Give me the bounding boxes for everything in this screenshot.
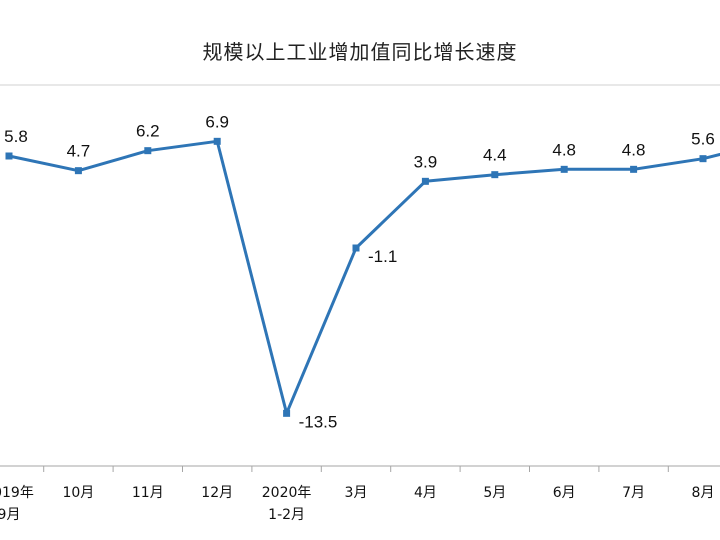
data-point-marker — [144, 147, 152, 155]
chart-title: 规模以上工业增加值同比增长速度 — [202, 40, 518, 64]
data-point-marker — [421, 177, 429, 185]
data-point-marker — [491, 171, 499, 179]
data-label: 4.8 — [622, 140, 646, 159]
data-label: 5.8 — [4, 127, 28, 146]
data-label: 4.7 — [67, 142, 91, 161]
data-point-marker — [352, 244, 360, 252]
x-tick-label: 10月 — [62, 485, 94, 501]
data-point-marker — [283, 409, 291, 417]
x-tick-label: 1-2月 — [268, 507, 305, 523]
data-label: 5.6 — [691, 130, 715, 149]
x-tick-label: 3月 — [345, 485, 368, 501]
data-label: 6.9 — [205, 112, 229, 131]
data-label: 4.8 — [552, 140, 576, 159]
data-label: 6.2 — [136, 122, 160, 141]
series-markers — [5, 137, 707, 417]
series-line-layer — [8, 139, 720, 415]
x-tick-label: 7月 — [622, 485, 645, 501]
x-tick-label: 11月 — [132, 485, 164, 501]
x-tick-label: 12月 — [201, 485, 233, 501]
data-point-marker — [560, 165, 568, 173]
x-tick-label: 5月 — [483, 485, 506, 501]
x-tick-label: 2019年 — [0, 485, 34, 501]
data-point-marker — [5, 152, 13, 160]
data-point-marker — [630, 165, 638, 173]
x-tick-label: 2020年 — [262, 485, 312, 501]
x-tick-labels: 2019年 9月 10月 11月 12月 2020年 1-2月 3月 4月 5月 6月 7月 8月 — [0, 485, 714, 523]
data-labels: 5.8 4.7 6.2 6.9 -13.5 -1.1 3.9 4.4 4.8 4.8 5.6 — [4, 112, 715, 431]
x-axis-ticks — [43, 466, 669, 472]
series-line — [8, 139, 720, 415]
x-tick-label: 6月 — [553, 485, 576, 501]
x-tick-label: 9月 — [0, 507, 20, 523]
data-point-marker — [699, 155, 707, 163]
data-point-marker — [74, 167, 82, 175]
x-tick-label: 8月 — [692, 485, 715, 501]
data-label: 3.9 — [414, 152, 438, 171]
data-point-marker — [213, 137, 221, 145]
x-tick-label: 4月 — [414, 485, 437, 501]
data-label: -1.1 — [368, 247, 397, 266]
data-label: -13.5 — [299, 412, 338, 431]
data-label: 4.4 — [483, 146, 507, 165]
